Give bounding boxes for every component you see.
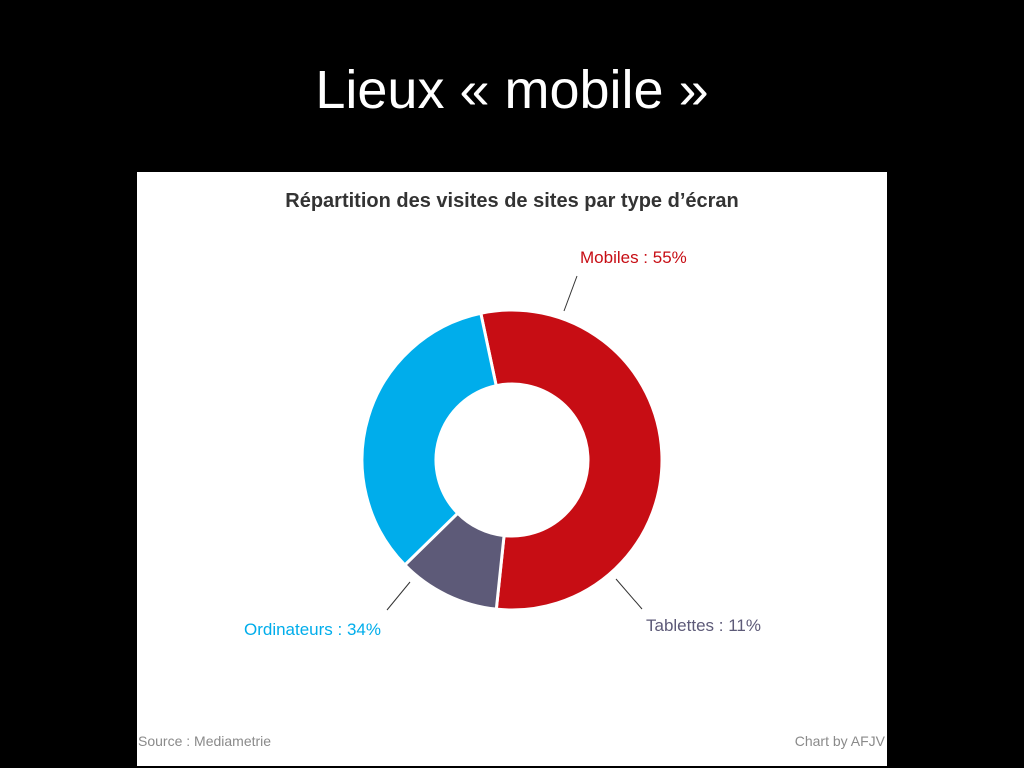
source-note: Source : Mediametrie: [138, 733, 271, 749]
slice-ordinateurs: [360, 311, 498, 568]
slice-label-mobiles: Mobiles : 55%: [580, 248, 687, 267]
leaders-layer: [386, 275, 643, 611]
slice-label-tablettes: Tablettes : 11%: [646, 616, 761, 635]
chart-title: Répartition des visites de sites par typ…: [285, 190, 739, 212]
leader-line-tablettes: [615, 578, 643, 610]
leader-line-mobiles: [563, 275, 578, 312]
chart-panel: Répartition des visites de sites par typ…: [137, 172, 887, 766]
chart-credit: Chart by AFJV: [795, 733, 886, 749]
slide-title: Lieux « mobile »: [315, 60, 709, 120]
donut-chart: Répartition des visites de sites par typ…: [138, 190, 886, 749]
slice-label-ordinateurs: Ordinateurs : 34%: [244, 620, 381, 639]
slice-mobiles: [479, 308, 664, 612]
leader-line-ordinateurs: [386, 581, 411, 611]
labels-layer: Mobiles : 55% Tablettes : 11% Ordinateurs …: [244, 248, 761, 639]
slices-layer: [360, 308, 664, 612]
